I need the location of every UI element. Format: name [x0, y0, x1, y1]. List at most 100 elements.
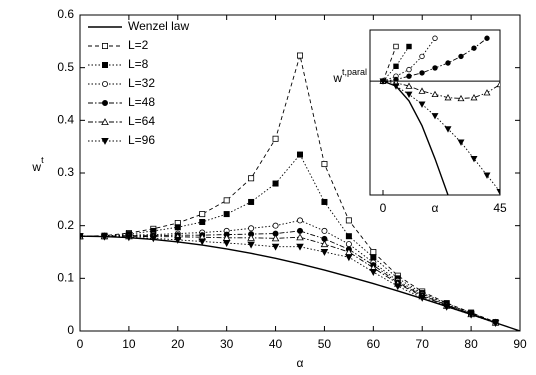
y-tick-label: 0.6: [57, 7, 74, 21]
marker: [484, 35, 490, 41]
marker: [471, 45, 477, 51]
plot-area: [370, 35, 500, 195]
marker: [392, 83, 400, 90]
marker: [296, 227, 303, 234]
y-axis-label-main: w: [31, 160, 41, 174]
series-line: [382, 80, 500, 192]
plot-area: [80, 52, 520, 331]
marker: [418, 294, 426, 302]
marker: [444, 94, 452, 101]
marker: [406, 66, 412, 73]
x-tick-label: 20: [171, 337, 185, 351]
series-line: [382, 46, 397, 82]
x-tick-label: 0: [380, 201, 387, 215]
legend-marker: [102, 81, 109, 88]
marker: [199, 211, 206, 218]
marker: [272, 180, 279, 187]
marker: [379, 78, 387, 85]
marker: [174, 224, 181, 231]
marker: [247, 241, 255, 249]
legend-marker: [102, 100, 109, 107]
marker: [199, 218, 206, 225]
marker: [321, 161, 328, 168]
marker: [149, 235, 158, 243]
y-axis-label: wt: [31, 155, 44, 174]
legend-label: L=2: [128, 38, 149, 52]
legend-label: L=64: [128, 114, 155, 128]
marker: [406, 73, 412, 79]
legend-marker: [102, 43, 109, 50]
inset-y-label: wt,paral: [332, 68, 367, 86]
legend-marker: [102, 62, 109, 69]
marker: [418, 87, 426, 94]
marker: [470, 94, 478, 101]
y-tick-label: 0.2: [57, 218, 74, 232]
marker: [393, 63, 399, 69]
marker: [369, 269, 378, 276]
inset-y-label-sup: t,paral: [342, 68, 367, 78]
marker: [370, 254, 377, 261]
marker: [271, 243, 280, 251]
marker: [432, 65, 438, 71]
marker: [457, 94, 465, 102]
y-tick-label: 0.3: [57, 165, 74, 179]
marker: [431, 113, 439, 120]
marker: [296, 233, 304, 241]
x-tick-label: 0: [77, 337, 84, 351]
x-tick-label: 90: [513, 337, 527, 351]
x-tick-label: 60: [367, 337, 381, 351]
legend-label: L=32: [128, 76, 155, 90]
marker: [271, 234, 280, 242]
marker: [296, 151, 303, 158]
legend-label: Wenzel law: [128, 19, 189, 33]
series-line: [80, 235, 496, 323]
marker: [248, 175, 255, 182]
x-tick-label: 10: [122, 337, 136, 351]
marker: [445, 60, 451, 66]
series-line: [382, 80, 449, 195]
marker: [496, 80, 500, 88]
marker: [296, 243, 304, 251]
marker: [370, 248, 377, 255]
x-tick-label: 40: [269, 337, 283, 351]
marker: [198, 238, 206, 246]
series-line: [80, 153, 496, 323]
marker: [345, 217, 352, 224]
legend-label: L=8: [128, 57, 149, 71]
marker: [272, 222, 279, 229]
marker: [100, 233, 109, 241]
series-line: [80, 53, 496, 323]
series-line: [80, 219, 496, 323]
marker: [393, 43, 399, 50]
marker: [248, 225, 255, 232]
marker: [405, 82, 413, 89]
marker: [470, 156, 478, 163]
marker: [442, 303, 451, 311]
series-line: [80, 230, 496, 323]
marker: [418, 101, 426, 108]
series-line: [382, 46, 410, 82]
marker: [345, 233, 352, 240]
marker: [223, 211, 230, 218]
marker: [458, 53, 464, 60]
y-tick-label: 0.1: [57, 271, 74, 285]
marker: [80, 233, 84, 241]
marker: [345, 241, 352, 248]
marker: [431, 90, 439, 98]
marker: [272, 135, 279, 142]
x-axis-label: α: [297, 356, 304, 370]
marker: [345, 254, 353, 262]
marker: [444, 126, 452, 133]
marker: [222, 240, 231, 247]
marker: [457, 139, 465, 146]
inset-x-label: α: [432, 201, 439, 215]
marker: [491, 320, 500, 328]
marker: [483, 172, 491, 179]
marker: [483, 89, 491, 96]
marker: [406, 43, 412, 50]
marker: [223, 197, 230, 204]
y-tick-label: 0.5: [57, 60, 74, 74]
x-tick-label: 80: [464, 337, 478, 351]
marker: [320, 240, 329, 248]
x-tick-label: 70: [416, 337, 430, 351]
